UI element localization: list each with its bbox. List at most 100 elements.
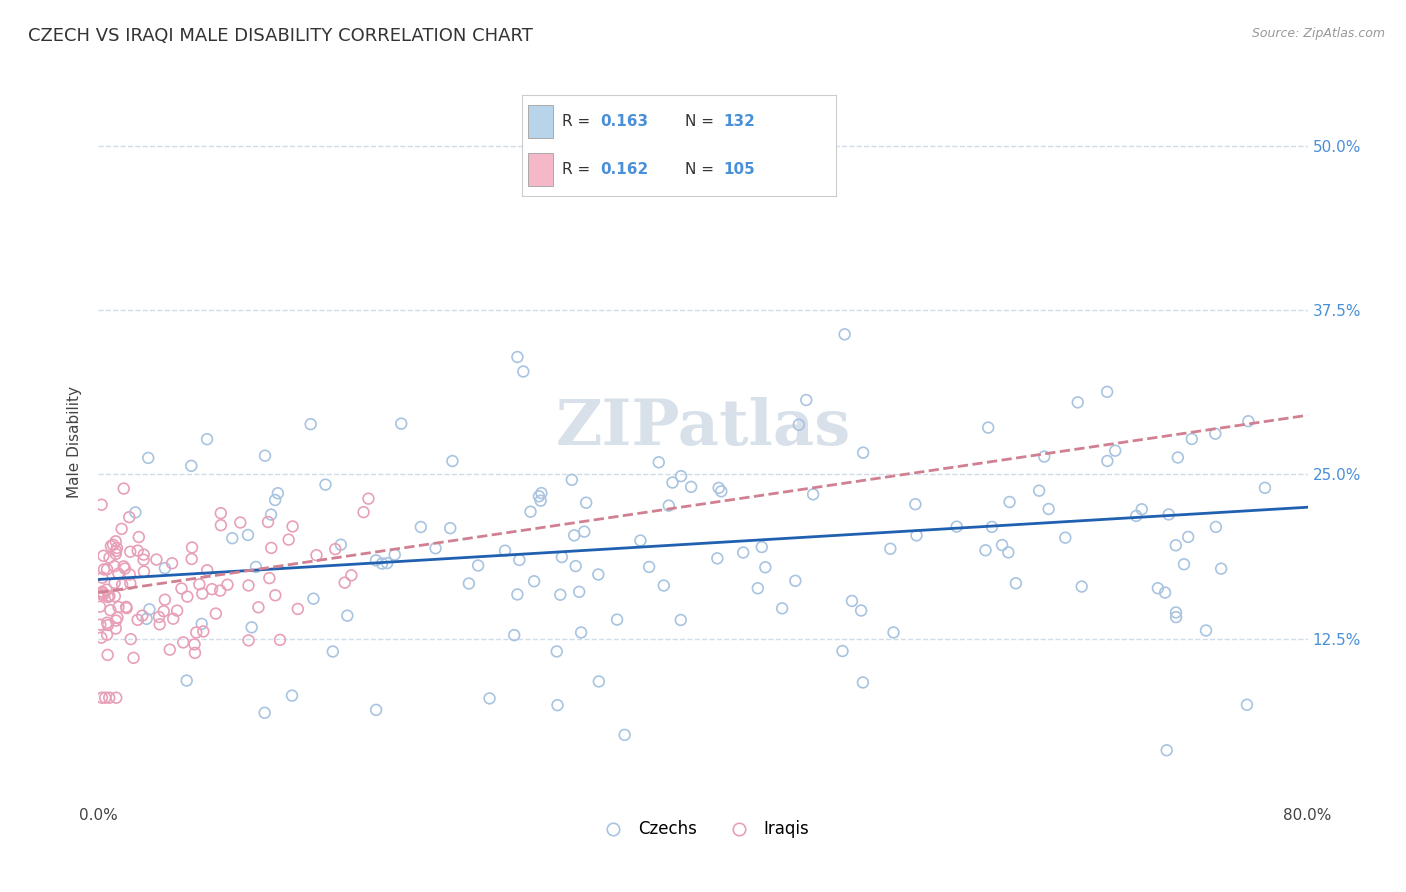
Point xyxy=(882,625,904,640)
Point xyxy=(801,487,824,501)
Point xyxy=(1236,698,1258,712)
Point xyxy=(115,599,138,614)
Point xyxy=(201,582,224,596)
Point xyxy=(852,675,875,690)
Point xyxy=(1070,580,1092,594)
Point xyxy=(91,585,114,599)
Point xyxy=(389,417,412,431)
Point xyxy=(160,556,183,570)
Point xyxy=(562,528,585,542)
Point xyxy=(710,484,733,499)
Point xyxy=(1237,414,1260,428)
Point xyxy=(503,628,526,642)
Point xyxy=(575,496,598,510)
Point xyxy=(1038,502,1060,516)
Point xyxy=(90,631,112,645)
Point xyxy=(523,574,546,589)
Point xyxy=(561,473,583,487)
Point xyxy=(425,541,447,556)
Point xyxy=(132,553,155,567)
Point xyxy=(384,548,406,562)
Point xyxy=(277,533,299,547)
Point xyxy=(998,495,1021,509)
Point xyxy=(519,505,541,519)
Point xyxy=(669,469,692,483)
Point xyxy=(754,560,776,574)
Point xyxy=(375,556,398,570)
Point xyxy=(669,613,692,627)
Point xyxy=(101,538,124,552)
Point xyxy=(247,600,270,615)
Point xyxy=(588,674,610,689)
Point xyxy=(980,520,1002,534)
Point xyxy=(638,560,661,574)
Point xyxy=(974,543,997,558)
Point xyxy=(439,521,461,535)
Point xyxy=(588,567,610,582)
Point xyxy=(1033,450,1056,464)
Point xyxy=(148,610,170,624)
Point xyxy=(478,691,501,706)
Point xyxy=(264,493,287,508)
Point xyxy=(977,420,1000,434)
Point xyxy=(91,584,114,599)
Point xyxy=(127,613,149,627)
Point xyxy=(127,543,149,558)
Point xyxy=(613,728,636,742)
Point xyxy=(508,553,530,567)
Point xyxy=(1125,508,1147,523)
Point xyxy=(217,578,239,592)
Point xyxy=(530,493,553,508)
Point xyxy=(104,575,127,590)
Point xyxy=(568,584,591,599)
Point xyxy=(181,541,204,555)
Point xyxy=(105,690,128,705)
Point xyxy=(661,475,683,490)
Point xyxy=(340,568,363,582)
Point xyxy=(747,582,769,596)
Text: Source: ZipAtlas.com: Source: ZipAtlas.com xyxy=(1251,27,1385,40)
Point xyxy=(209,518,232,533)
Point xyxy=(371,557,394,571)
Point xyxy=(506,350,529,364)
Point xyxy=(96,628,118,642)
Point xyxy=(441,454,464,468)
Point xyxy=(190,616,212,631)
Point xyxy=(302,591,325,606)
Point xyxy=(1173,558,1195,572)
Point xyxy=(97,618,120,632)
Point xyxy=(658,499,681,513)
Point xyxy=(183,637,205,651)
Point xyxy=(107,600,129,615)
Point xyxy=(132,565,155,579)
Point xyxy=(110,522,132,536)
Point xyxy=(794,392,817,407)
Point xyxy=(97,589,120,603)
Point xyxy=(114,561,136,575)
Point xyxy=(98,690,121,705)
Point xyxy=(245,560,267,574)
Point xyxy=(96,582,118,597)
Point xyxy=(229,516,252,530)
Point xyxy=(170,582,193,596)
Point xyxy=(122,650,145,665)
Point xyxy=(904,497,927,511)
Point xyxy=(628,533,651,548)
Point xyxy=(879,541,901,556)
Point xyxy=(281,689,304,703)
Point xyxy=(136,450,159,465)
Point xyxy=(1154,585,1177,599)
Y-axis label: Male Disability: Male Disability xyxy=(67,385,83,498)
Point xyxy=(91,690,114,705)
Point xyxy=(104,589,127,603)
Point xyxy=(314,477,336,491)
Point xyxy=(1195,624,1218,638)
Point xyxy=(1054,531,1077,545)
Point xyxy=(1104,443,1126,458)
Point xyxy=(205,607,228,621)
Point xyxy=(1211,561,1233,575)
Point xyxy=(269,632,291,647)
Point xyxy=(997,545,1019,559)
Point xyxy=(333,575,356,590)
Point xyxy=(905,528,928,542)
